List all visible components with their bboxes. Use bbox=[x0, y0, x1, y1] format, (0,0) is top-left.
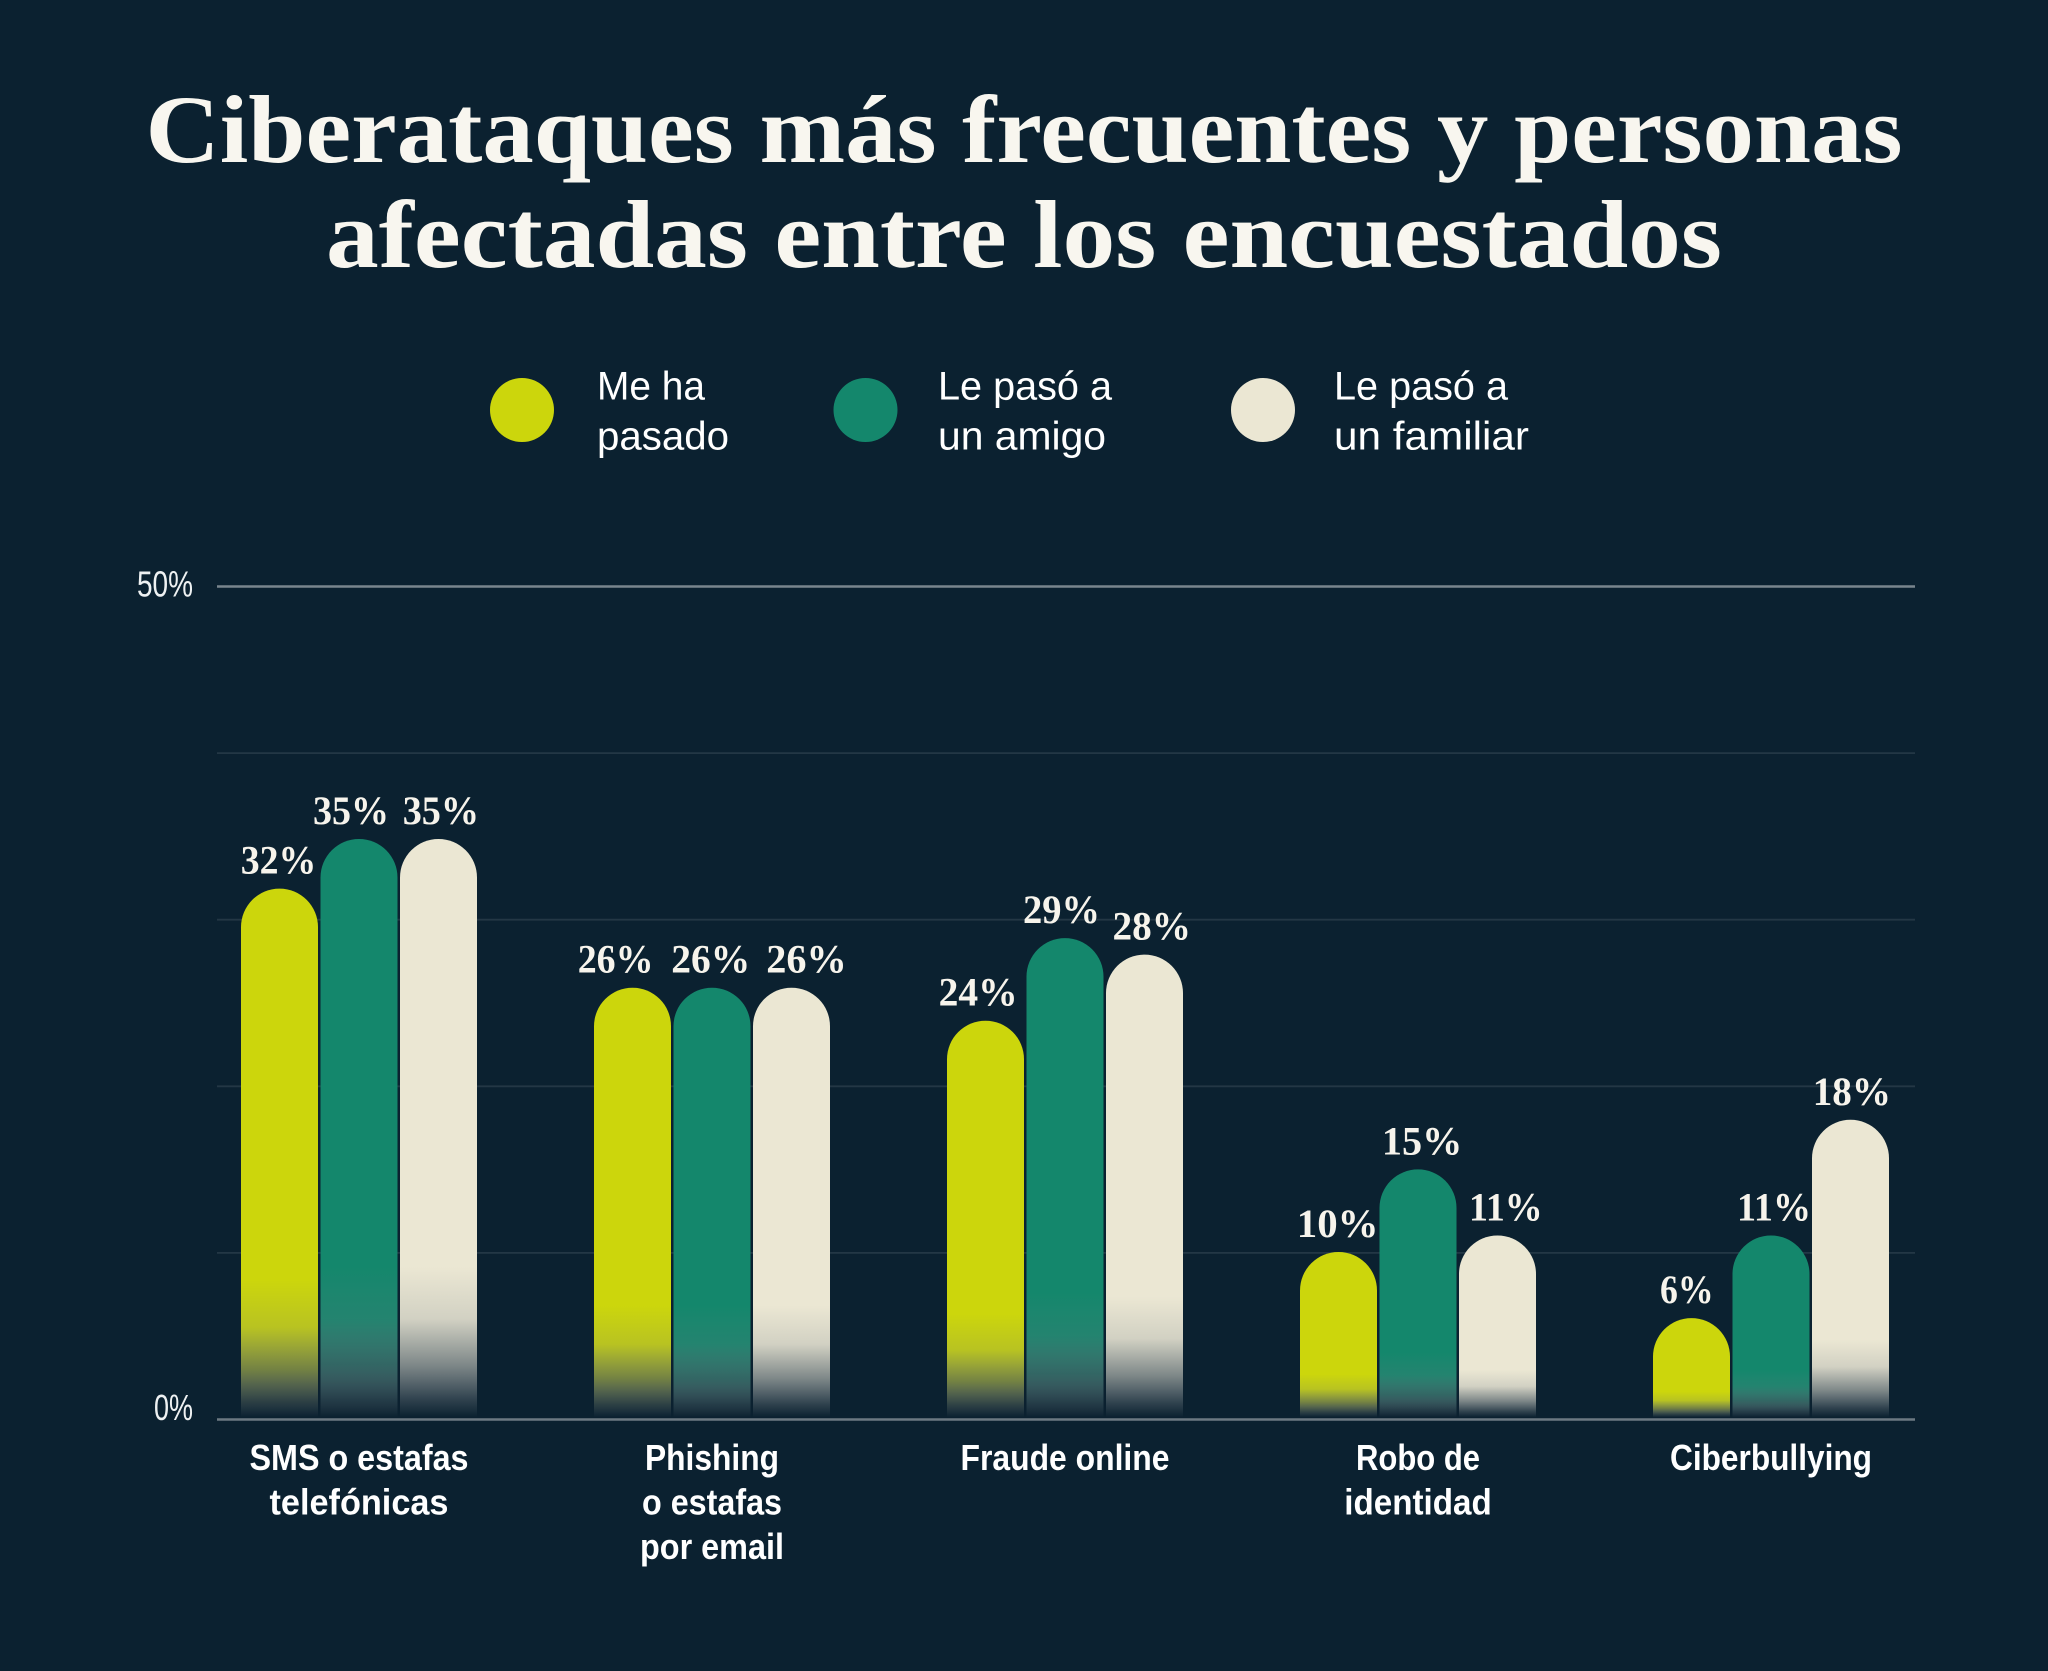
svg-text:Le pasó a: Le pasó a bbox=[938, 365, 1113, 409]
svg-text:Ciberataques más frecuentes y: Ciberataques más frecuentes y personas bbox=[146, 76, 1903, 183]
svg-text:Me ha: Me ha bbox=[597, 365, 706, 409]
svg-text:50%: 50% bbox=[137, 564, 193, 605]
svg-text:0%: 0% bbox=[154, 1387, 193, 1428]
svg-text:24%: 24% bbox=[939, 970, 1018, 1015]
svg-text:Robo de: Robo de bbox=[1356, 1437, 1480, 1478]
svg-text:28%: 28% bbox=[1113, 904, 1192, 949]
svg-text:identidad: identidad bbox=[1344, 1482, 1492, 1523]
svg-text:afectadas entre los encuestado: afectadas entre los encuestados bbox=[326, 181, 1722, 288]
svg-text:Phishing: Phishing bbox=[645, 1437, 779, 1478]
svg-text:26%: 26% bbox=[766, 937, 847, 982]
svg-text:o estafas: o estafas bbox=[642, 1482, 782, 1523]
svg-text:32%: 32% bbox=[241, 838, 317, 883]
svg-text:29%: 29% bbox=[1023, 887, 1100, 932]
svg-text:18%: 18% bbox=[1813, 1069, 1891, 1114]
svg-text:telefónicas: telefónicas bbox=[270, 1482, 449, 1523]
svg-text:35%: 35% bbox=[403, 788, 479, 833]
svg-text:26%: 26% bbox=[671, 937, 750, 982]
svg-text:15%: 15% bbox=[1382, 1118, 1462, 1163]
svg-text:un amigo: un amigo bbox=[938, 415, 1106, 459]
svg-text:35%: 35% bbox=[313, 788, 389, 833]
svg-text:un familiar: un familiar bbox=[1334, 415, 1529, 459]
svg-text:Le pasó a: Le pasó a bbox=[1334, 365, 1509, 409]
svg-text:11%: 11% bbox=[1737, 1185, 1811, 1230]
svg-text:Fraude online: Fraude online bbox=[961, 1437, 1170, 1478]
svg-text:por email: por email bbox=[640, 1526, 784, 1567]
svg-text:10%: 10% bbox=[1297, 1201, 1379, 1246]
svg-text:Ciberbullying: Ciberbullying bbox=[1670, 1437, 1872, 1478]
svg-text:11%: 11% bbox=[1469, 1185, 1543, 1230]
svg-text:6%: 6% bbox=[1660, 1267, 1714, 1312]
svg-text:pasado: pasado bbox=[597, 415, 729, 459]
svg-text:26%: 26% bbox=[578, 937, 654, 982]
svg-text:SMS o estafas: SMS o estafas bbox=[250, 1437, 469, 1478]
